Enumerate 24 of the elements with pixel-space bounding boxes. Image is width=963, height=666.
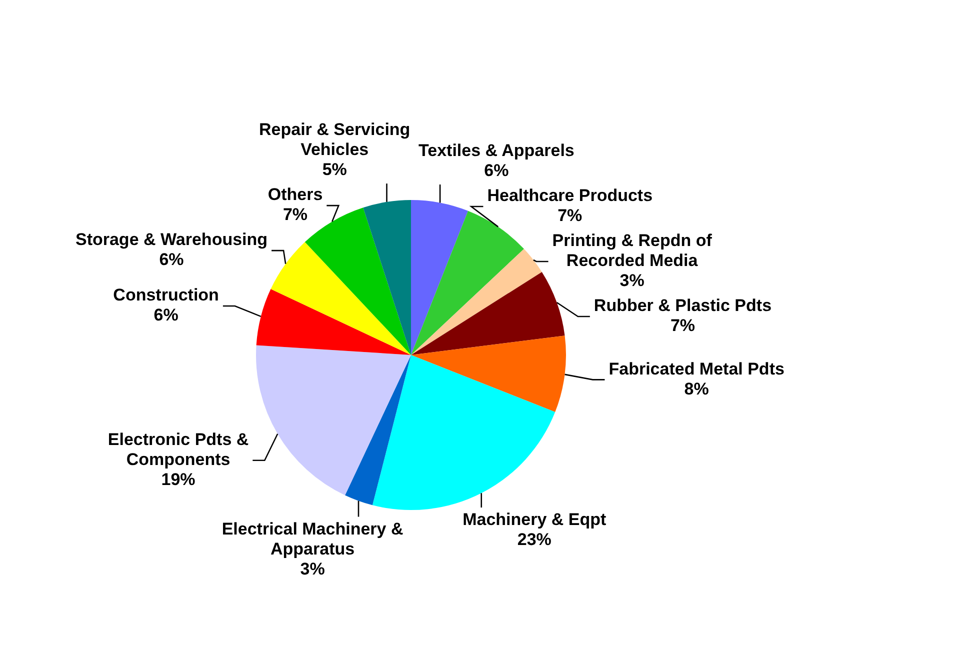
- slice-label: Electrical Machinery & Apparatus: [222, 519, 404, 558]
- data-label: 6%: [484, 161, 509, 180]
- data-label: 23%: [517, 530, 552, 550]
- data-label: 7%: [670, 316, 696, 336]
- data-label: 7%: [282, 205, 308, 224]
- data-label: 5%: [322, 160, 347, 180]
- slice-label: Electronic Pdts & Components: [108, 430, 249, 470]
- slice-label: Storage & Warehousing: [75, 230, 268, 250]
- slice-label: Rubber & Plastic Pdts: [594, 296, 772, 316]
- data-label: 8%: [684, 379, 709, 398]
- data-label: 6%: [154, 306, 178, 325]
- slice-label: Machinery & Eqpt: [462, 510, 607, 530]
- slice-label: Healthcare Products: [487, 186, 653, 206]
- slice-label: Repair & Servicing Vehicles: [259, 120, 410, 160]
- slice-label: Fabricated Metal Pdts: [608, 359, 784, 378]
- data-label: 3%: [300, 559, 325, 578]
- slice-label: Printing & Repdn of Recorded Media: [552, 231, 712, 270]
- data-label: 19%: [161, 470, 196, 490]
- slice-label: Construction: [113, 286, 219, 305]
- data-label: 3%: [620, 271, 644, 290]
- data-label: 7%: [558, 206, 582, 226]
- data-label: 6%: [159, 250, 184, 270]
- slice-label: Textiles & Apparels: [418, 141, 574, 160]
- slice-label: Others: [268, 185, 323, 204]
